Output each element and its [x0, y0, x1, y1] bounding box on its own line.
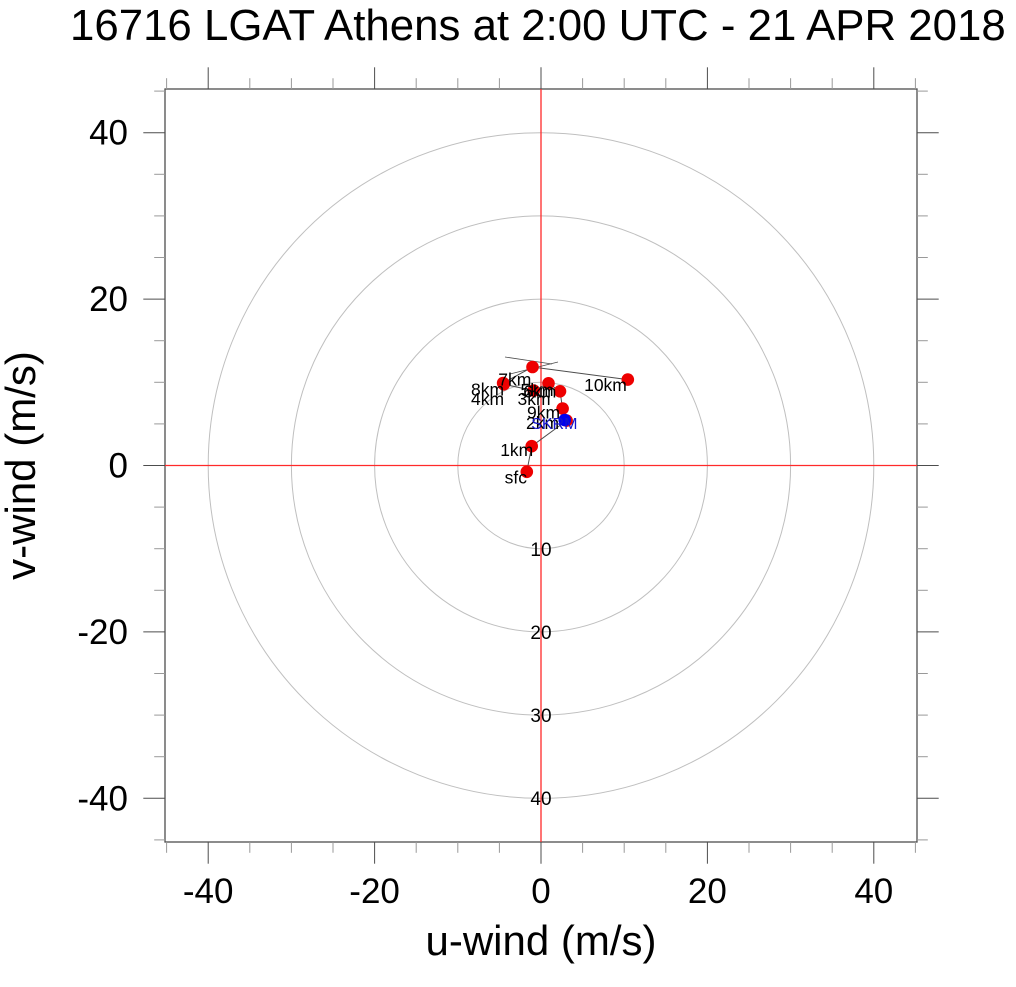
svg-text:10: 10	[530, 540, 551, 561]
svg-text:40: 40	[89, 114, 128, 153]
svg-text:SKRM: SKRM	[531, 416, 577, 433]
svg-text:20: 20	[530, 623, 551, 644]
svg-text:-20: -20	[77, 613, 128, 652]
svg-text:20: 20	[688, 872, 727, 911]
svg-text:1km: 1km	[500, 440, 533, 460]
svg-text:-20: -20	[349, 872, 400, 911]
svg-text:20: 20	[89, 280, 128, 319]
svg-text:sfc: sfc	[505, 468, 528, 488]
svg-text:v-wind (m/s): v-wind (m/s)	[0, 351, 44, 580]
svg-text:0: 0	[531, 872, 550, 911]
svg-text:0: 0	[109, 447, 128, 486]
svg-text:30: 30	[530, 706, 551, 727]
svg-text:16716 LGAT Athens at 2:00 UTC: 16716 LGAT Athens at 2:00 UTC - 21 APR 2…	[70, 1, 1006, 50]
svg-text:u-wind (m/s): u-wind (m/s)	[425, 917, 656, 964]
svg-text:8km: 8km	[471, 379, 504, 399]
svg-text:10km: 10km	[584, 375, 627, 395]
svg-text:-40: -40	[77, 779, 128, 818]
svg-text:-40: -40	[183, 872, 234, 911]
svg-text:40: 40	[530, 789, 551, 810]
svg-text:40: 40	[854, 872, 893, 911]
